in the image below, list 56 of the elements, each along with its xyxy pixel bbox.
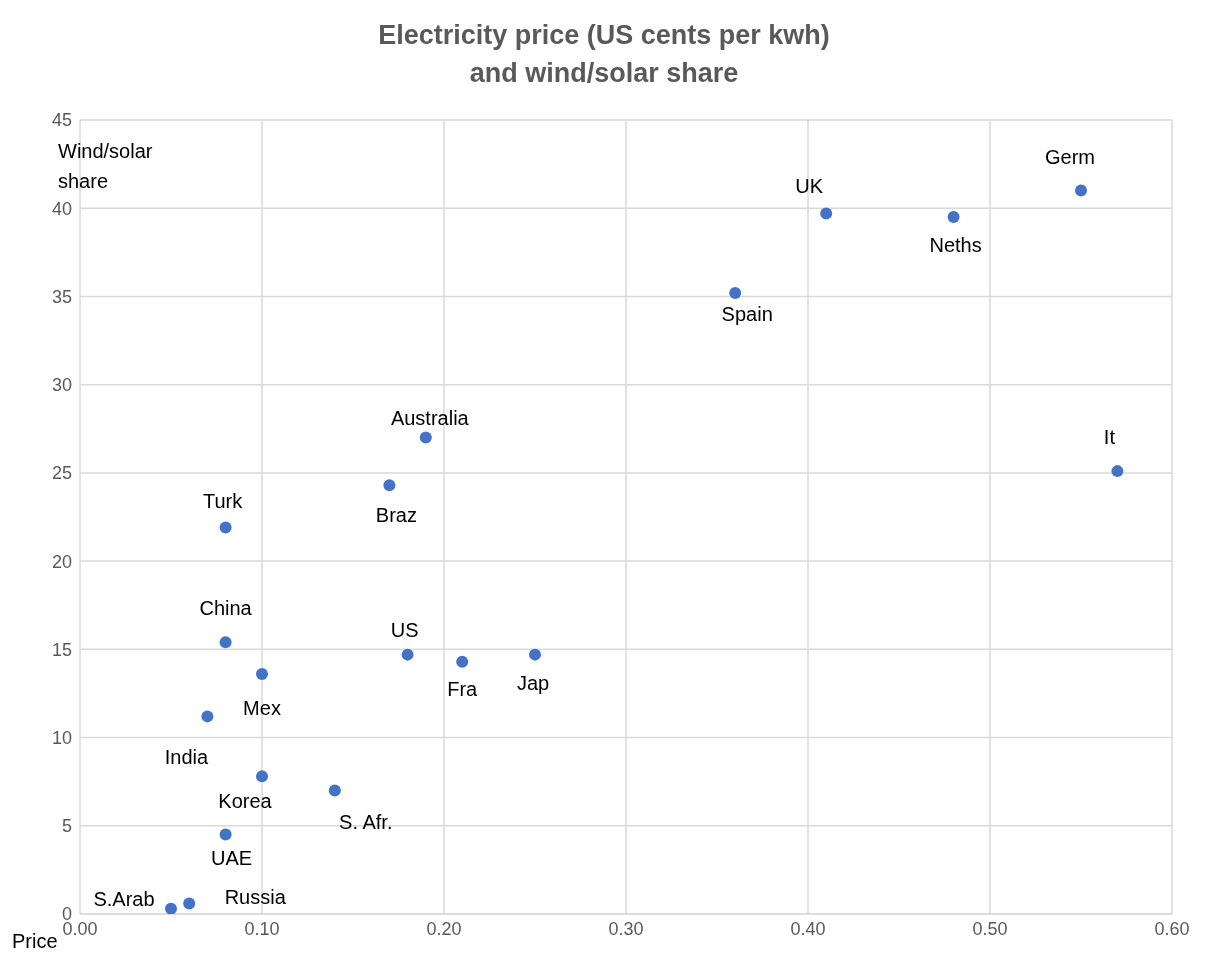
annotation: US <box>390 618 419 641</box>
annotation: Turk <box>202 489 244 512</box>
annotation: Australia <box>390 406 470 429</box>
annotation: Jap <box>516 671 550 694</box>
x-tick-label: 0.20 <box>426 918 462 939</box>
x-tick-label: 0.60 <box>1154 918 1190 939</box>
y-tick-label: 10 <box>51 727 72 748</box>
x-tick-label: 0.50 <box>972 918 1008 939</box>
point <box>947 211 960 224</box>
y-tick-label: 35 <box>51 286 72 307</box>
point <box>183 897 196 910</box>
annotation: Braz <box>375 504 417 527</box>
x-axis-title: Price <box>12 930 58 953</box>
y-tick-label: 40 <box>51 198 72 219</box>
y-axis-title: Wind/solar share <box>58 139 153 194</box>
y-tick-label: 45 <box>51 110 72 131</box>
chart-title: Electricity price (US cents per kwh) and wind/solar share <box>377 19 831 90</box>
annotation: China <box>199 597 253 620</box>
y-tick-label: 15 <box>51 639 72 660</box>
annotation: Russia <box>224 886 287 909</box>
point <box>256 770 268 783</box>
point <box>165 902 177 914</box>
x-tick-label: 0.40 <box>790 918 826 939</box>
y-tick-label: 30 <box>51 375 72 396</box>
point <box>401 648 414 661</box>
point <box>383 479 396 492</box>
annotation: Spain <box>721 302 773 325</box>
point <box>219 636 232 649</box>
point <box>456 655 469 668</box>
y-tick-label: 5 <box>61 816 72 837</box>
annotation: India <box>164 746 209 769</box>
x-tick-label: 0.30 <box>608 918 644 939</box>
annotation: Mex <box>243 697 281 720</box>
annotation: S.Arab <box>93 887 155 910</box>
y-tick-label: 20 <box>51 551 72 572</box>
point <box>1075 184 1087 197</box>
annotation: It <box>1103 426 1116 449</box>
annotation: Neths <box>929 234 982 257</box>
annotation: S. Afr. <box>339 811 393 834</box>
point <box>419 431 432 444</box>
y-tick-label: 25 <box>51 463 72 484</box>
annotation: UAE <box>211 846 253 869</box>
point <box>219 521 232 534</box>
point <box>219 828 232 841</box>
point <box>328 784 341 797</box>
annotation: Korea <box>218 790 273 813</box>
point <box>529 648 541 661</box>
point <box>1111 465 1124 478</box>
annotation: Fra <box>447 677 479 700</box>
point <box>820 207 833 220</box>
x-tick-label: 0.10 <box>244 918 280 939</box>
annotation: Germ <box>1045 145 1095 168</box>
point <box>256 668 268 681</box>
annotation: UK <box>795 174 824 197</box>
point <box>201 710 214 723</box>
point <box>729 286 742 299</box>
